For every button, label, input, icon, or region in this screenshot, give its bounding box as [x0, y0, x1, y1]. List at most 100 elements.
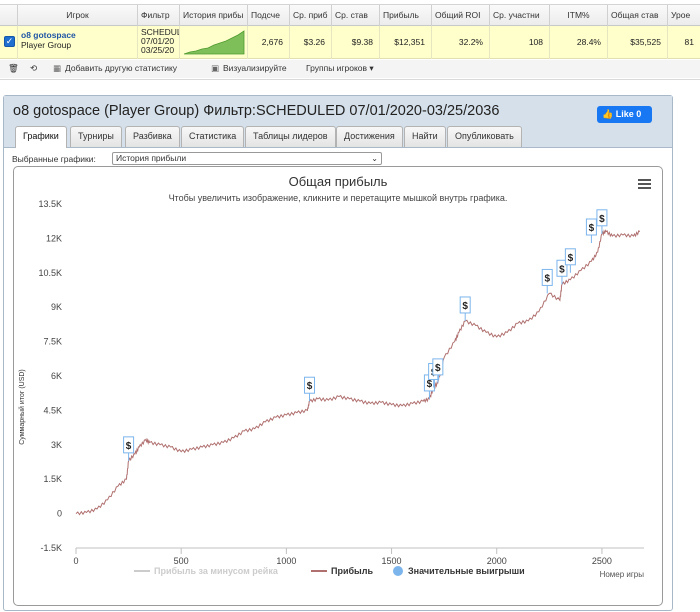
- grid-header: Игрок Фильтр История прибы Подсче Ср. пр…: [0, 4, 700, 26]
- header-level[interactable]: Урое: [671, 10, 691, 20]
- dialog-titlebar: o8 gotospace (Player Group) Фильтр:SCHED…: [4, 96, 672, 126]
- itm-cell: 28.4%: [550, 26, 608, 59]
- significant-win-flag: $: [585, 218, 597, 243]
- header-avg-entrants[interactable]: Ср. участни: [490, 5, 550, 26]
- flag-label: $: [599, 214, 605, 225]
- flag-box: [304, 376, 316, 394]
- flag-label: $: [568, 253, 574, 264]
- profit-chart[interactable]: Общая прибыль Чтобы увеличить изображени…: [13, 166, 663, 606]
- add-stats-button[interactable]: ▦ Добавить другую статистику: [52, 63, 177, 74]
- filter-line: SCHEDULE: [141, 27, 179, 37]
- y-tick-label: 6K: [51, 371, 62, 381]
- avg-entrants-cell: 108: [490, 26, 550, 59]
- player-dialog: o8 gotospace (Player Group) Фильтр:SCHED…: [3, 95, 673, 611]
- y-tick-label: 3K: [51, 440, 62, 450]
- legend-label: Прибыль за минусом рейка: [154, 566, 279, 576]
- selected-graphs-row: Выбранные графики: История прибыли ⌄: [12, 152, 382, 165]
- chart-icon: ▣: [210, 63, 220, 73]
- header-history[interactable]: История прибы: [180, 5, 248, 26]
- y-axis-label: Суммарный итог (USD): [18, 369, 26, 445]
- tab-breakdown[interactable]: Разбивка: [125, 126, 180, 147]
- header-profit[interactable]: Прибыль: [380, 5, 432, 26]
- x-tick-label: 2000: [487, 556, 507, 566]
- significant-win-flag: $: [459, 296, 471, 321]
- header-itm[interactable]: ITM%: [550, 5, 608, 26]
- profit-chart-svg[interactable]: Общая прибыль Чтобы увеличить изображени…: [14, 167, 662, 605]
- selected-graphs-select[interactable]: История прибыли ⌄: [112, 152, 382, 165]
- header-total-stake[interactable]: Общая став: [608, 5, 668, 26]
- dialog-tabs: Графики Турниры Разбивка Статистика Табл…: [4, 126, 672, 148]
- significant-win-flag: $: [541, 268, 553, 294]
- significant-win-flag: $: [564, 248, 576, 273]
- grid-toolbar: 🗑 ⟲ ▦ Добавить другую статистику ▣ Визуали…: [0, 60, 700, 78]
- roi-cell: 32.2%: [432, 26, 490, 59]
- flag-label: $: [544, 273, 550, 284]
- flag-box: [541, 268, 553, 286]
- x-axis-ticks: 0 500 1000 1500 2000 2500: [73, 547, 644, 566]
- y-tick-label: 9K: [51, 302, 62, 312]
- header-avg-stake[interactable]: Ср. став: [332, 5, 380, 26]
- flag-label: $: [307, 381, 313, 392]
- header-select-cell: [0, 5, 18, 26]
- player-groups-label: Группы игроков: [306, 63, 368, 73]
- legend-item-profit[interactable]: Прибыль: [311, 566, 373, 576]
- x-axis-label: Номер игры: [600, 570, 645, 579]
- tab-leaderboards[interactable]: Таблицы лидеров: [245, 126, 336, 147]
- add-stats-label: Добавить другую статистику: [65, 63, 178, 73]
- flag-box: [459, 296, 471, 314]
- table-icon: ▦: [52, 63, 62, 73]
- like-label: Like 0: [615, 109, 642, 119]
- significant-wins: $$$$$$$$$$$: [123, 209, 608, 461]
- profit-sparkline: [183, 30, 245, 55]
- row-select-cell: ✓: [0, 26, 18, 59]
- avg-stake-cell: $9.38: [332, 26, 380, 59]
- dialog-title: o8 gotospace (Player Group) Фильтр:SCHED…: [13, 103, 500, 119]
- tab-find[interactable]: Найти: [404, 126, 446, 147]
- profit-cell: $12,351: [380, 26, 432, 59]
- header-roi[interactable]: Общий ROI: [432, 5, 490, 26]
- legend-item-net-profit[interactable]: Прибыль за минусом рейка: [134, 566, 279, 576]
- tab-achievements[interactable]: Достижения: [336, 126, 403, 147]
- visualize-label: Визуализируйте: [223, 63, 287, 73]
- player-cell[interactable]: o8 gotospace Player Group: [18, 26, 138, 59]
- flag-label: $: [589, 223, 595, 234]
- hamburger-menu-icon[interactable]: [638, 179, 651, 189]
- player-groups-dropdown[interactable]: Группы игроков ▾: [306, 63, 374, 74]
- thumbs-up-icon: 👍: [602, 109, 614, 119]
- row-checkbox[interactable]: ✓: [4, 36, 15, 47]
- total-stake-cell: $35,525: [608, 26, 668, 59]
- chart-subtitle: Чтобы увеличить изображение, кликните и …: [169, 193, 508, 203]
- plot-area: [75, 229, 641, 516]
- y-tick-label: 12K: [46, 233, 62, 243]
- tab-publish[interactable]: Опубликовать: [447, 126, 522, 147]
- significant-win-flag: $: [304, 376, 316, 402]
- facebook-like-button[interactable]: 👍 Like 0: [597, 106, 652, 123]
- header-filter[interactable]: Фильтр: [138, 5, 180, 26]
- player-name[interactable]: o8 gotospace: [21, 30, 76, 40]
- tab-tournaments[interactable]: Турниры: [70, 126, 122, 147]
- legend-item-significant-wins[interactable]: Значительные выигрыши: [393, 566, 525, 576]
- avg-profit-cell: $3.26: [290, 26, 332, 59]
- header-avg-profit[interactable]: Ср. приб: [290, 5, 332, 26]
- trash-icon[interactable]: 🗑: [8, 63, 19, 73]
- level-cell: 81: [684, 37, 694, 47]
- header-player[interactable]: Игрок: [18, 5, 138, 26]
- flag-label: $: [462, 301, 468, 312]
- refresh-icon[interactable]: ⟲: [30, 63, 38, 73]
- chart-legend: Прибыль за минусом рейка Прибыль Значите…: [134, 566, 525, 576]
- count-cell: 2,676: [248, 26, 290, 59]
- header-count[interactable]: Подсче: [248, 5, 290, 26]
- tab-charts[interactable]: Графики: [15, 126, 67, 148]
- visualize-button[interactable]: ▣ Визуализируйте: [210, 63, 287, 74]
- x-tick-label: 500: [174, 556, 189, 566]
- tab-statistics[interactable]: Статистика: [181, 126, 245, 147]
- table-row[interactable]: ✓ o8 gotospace Player Group SCHEDULE 07/…: [0, 26, 700, 59]
- history-sparkline-cell[interactable]: [180, 26, 248, 59]
- filter-line: 07/01/20: [141, 36, 175, 46]
- flag-box: [596, 209, 608, 227]
- significant-win-flag: $: [556, 259, 568, 285]
- x-tick-label: 2500: [592, 556, 612, 566]
- flag-box: [556, 259, 568, 277]
- flag-box: [432, 358, 444, 376]
- y-tick-label: 4.5K: [43, 405, 62, 415]
